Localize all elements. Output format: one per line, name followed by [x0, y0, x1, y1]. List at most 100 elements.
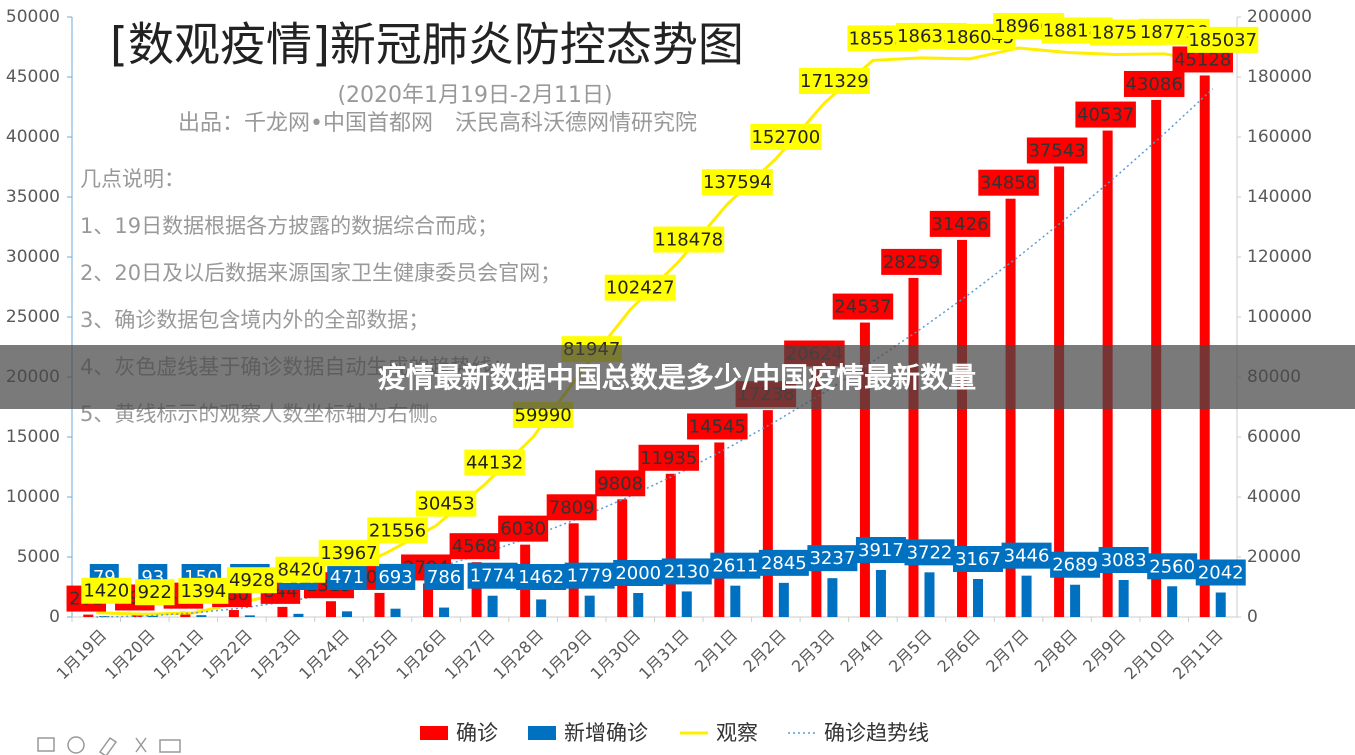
value-label: 3237 — [809, 548, 855, 569]
y2-tick-label: 0 — [1247, 607, 1258, 627]
value-label: 24537 — [834, 297, 891, 318]
value-label: 171329 — [800, 71, 869, 92]
tool-icon[interactable] — [135, 737, 147, 753]
bar — [99, 616, 110, 617]
x-tick-label: 2月5日 — [885, 626, 935, 676]
tool-icon[interactable] — [37, 737, 55, 752]
value-label: 152700 — [751, 127, 820, 148]
value-label: 1420 — [83, 581, 129, 602]
x-tick-label: 2月3日 — [788, 626, 838, 676]
x-tick-label: 1月22日 — [198, 626, 256, 684]
bar — [244, 615, 255, 617]
value-label: 137594 — [703, 172, 772, 193]
value-label: 30453 — [417, 494, 474, 515]
x-tick-label: 1月27日 — [441, 626, 499, 684]
bar — [325, 601, 336, 617]
bar — [277, 606, 288, 617]
x-tick-label: 2月1日 — [691, 626, 741, 676]
value-label: 2611 — [712, 556, 758, 577]
bar — [1167, 586, 1178, 617]
value-label-bg — [1098, 547, 1149, 574]
toolbar[interactable] — [37, 736, 181, 755]
bar — [714, 442, 725, 617]
bar — [681, 591, 692, 617]
value-label: 3917 — [858, 540, 904, 561]
value-label-bg — [604, 274, 676, 301]
y2-tick-label: 120000 — [1247, 247, 1312, 267]
value-label: 8420 — [278, 560, 324, 581]
value-label-bg — [1123, 70, 1185, 97]
value-label: 2845 — [761, 553, 807, 574]
bar — [293, 613, 304, 617]
value-label-bg — [1075, 101, 1136, 128]
value-label-bg — [81, 577, 132, 604]
bar — [924, 572, 935, 617]
value-label-bg — [226, 567, 277, 594]
value-label-bg — [367, 517, 428, 544]
bar — [859, 322, 870, 617]
value-label: 13967 — [320, 543, 377, 564]
chart-source: 出品：千龙网•中国首都网 沃民高科沃德网情研究院 — [178, 111, 697, 136]
value-label-bg — [750, 123, 822, 150]
value-label: 3722 — [907, 542, 953, 563]
bar — [147, 615, 158, 617]
annotation: 1、19日数据根据各方披露的数据综合而成； — [80, 214, 498, 238]
bar — [390, 608, 401, 617]
value-label-bg — [978, 169, 1039, 196]
value-label-bg — [595, 470, 646, 497]
value-label: 59990 — [515, 405, 572, 426]
y2-tick-label: 20000 — [1247, 547, 1301, 567]
value-label: 21556 — [369, 520, 426, 541]
bar — [584, 595, 595, 617]
tool-icon[interactable] — [67, 736, 85, 754]
y2-tick-label: 140000 — [1247, 187, 1312, 207]
x-tick-label: 1月30日 — [587, 626, 645, 684]
y-tick-label: 25000 — [6, 307, 60, 327]
value-label: 118478 — [654, 230, 723, 251]
x-tick-label: 1月29日 — [538, 626, 596, 684]
bar — [196, 615, 207, 617]
value-label-bg — [1147, 553, 1198, 580]
value-label: 3167 — [955, 549, 1001, 570]
value-label-bg — [1026, 137, 1088, 164]
bar — [423, 583, 434, 617]
y2-tick-label: 200000 — [1247, 7, 1312, 27]
value-label: 2689 — [1052, 555, 1098, 576]
value-label: 3446 — [1004, 546, 1050, 567]
legend-label: 观察 — [716, 721, 758, 745]
bar — [875, 569, 886, 617]
value-label: 11935 — [640, 448, 697, 469]
value-label: 2000 — [615, 563, 661, 584]
value-label: 922 — [138, 582, 172, 603]
bar — [665, 473, 676, 617]
value-label-bg — [415, 490, 477, 517]
value-label: 4928 — [229, 570, 275, 591]
bar — [973, 578, 984, 617]
x-tick-label: 1月24日 — [295, 626, 353, 684]
y-tick-label: 30000 — [6, 247, 60, 267]
y-tick-label: 45000 — [6, 67, 60, 87]
y-tick-label: 0 — [49, 607, 60, 627]
value-label: 2130 — [664, 561, 710, 582]
value-label-bg — [758, 549, 809, 576]
value-label-bg — [661, 558, 712, 585]
value-label-bg — [275, 556, 326, 583]
value-label-bg — [710, 552, 761, 579]
tool-icon[interactable] — [98, 736, 118, 755]
x-tick-label: 2月11日 — [1169, 626, 1227, 684]
bar — [827, 578, 838, 617]
value-label: 37543 — [1028, 140, 1085, 161]
value-label: 43086 — [1126, 74, 1183, 95]
tool-icon[interactable] — [159, 739, 181, 753]
legend-label: 确诊 — [456, 721, 498, 745]
value-label-bg — [564, 562, 615, 589]
bar — [1118, 580, 1129, 617]
annotation: 3、确诊数据包含境内外的全部数据； — [80, 308, 429, 332]
value-label-bg — [135, 579, 175, 606]
bar — [811, 369, 822, 617]
x-tick-label: 1月31日 — [635, 626, 693, 684]
bar — [487, 595, 498, 617]
bar — [536, 599, 547, 617]
value-label: 4568 — [452, 536, 498, 557]
